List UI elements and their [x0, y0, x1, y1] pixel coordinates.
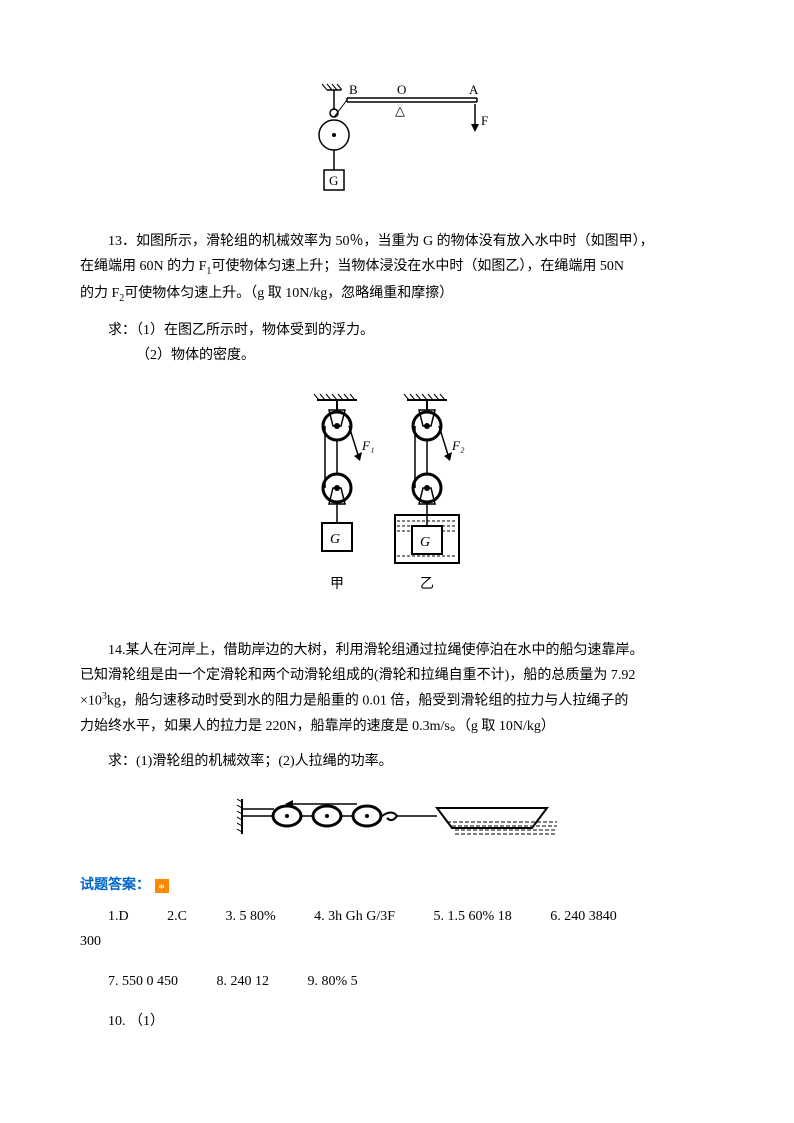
answer-line-3: 10. （1） [80, 1009, 714, 1034]
answer-line-1: 1.D 2.C 3. 5 80% 4. 3h Gh G/3F 5. 1.5 60… [80, 904, 714, 929]
ans-4: 4. 3h Gh G/3F [314, 909, 395, 924]
ans-10: 10. （1） [108, 1014, 164, 1029]
problem-13-line3: 的力 F2可使物体匀速上升。（g 取 10N/kg，忽略绳重和摩擦） [80, 281, 714, 308]
problem-14-line1: 14.某人在河岸上，借助岸边的大树，利用滑轮组通过拉绳使停泊在水中的船匀速靠岸。 [80, 638, 714, 663]
pulley-diagram-container: F₁ G 甲 F₂ G 乙 [80, 388, 714, 617]
p14-t2c: kg，船匀速移动时受到水的阻力是船重的 0.01 倍，船受到滑轮组的拉力与人拉绳… [107, 694, 629, 709]
label-B: B [349, 82, 358, 97]
ans-8: 8. 240 12 [217, 974, 270, 989]
p13-t3b: 可使物体匀速上升。（g 取 10N/kg，忽略绳重和摩擦） [124, 286, 453, 301]
label-O: O [397, 82, 406, 97]
ans-6: 6. 240 3840 [550, 909, 617, 924]
p14-t2b: ×10 [80, 694, 102, 709]
problem-14-line3: 力始终水平，如果人的拉力是 220N，船靠岸的速度是 0.3m/s。（g 取 1… [80, 714, 714, 739]
p14-t1: .某人在河岸上，借助岸边的大树，利用滑轮组通过拉绳使停泊在水中的船匀速靠岸。 [122, 643, 644, 658]
p13-num: 13 [108, 234, 122, 249]
problem-13-line2: 在绳端用 60N 的力 F1可使物体匀速上升；当物体浸没在水中时（如图乙），在绳… [80, 254, 714, 281]
label-jia: 甲 [330, 577, 344, 592]
ans-9: 9. 80% 5 [308, 974, 358, 989]
p13-q1: 求：（1）在图乙所示时，物体受到的浮力。 [80, 318, 714, 343]
p13-t1: ．如图所示，滑轮组的机械效率为 50％，当重为 G 的物体没有放入水中时（如图甲… [122, 234, 654, 249]
ans-2: 2.C [167, 909, 187, 924]
label-G2: G [420, 535, 430, 550]
pivot-symbol: △ [395, 103, 405, 118]
answer-icon [155, 879, 169, 893]
problem-14-line2: 已知滑轮组是由一个定滑轮和两个动滑轮组成的(滑轮和拉绳自重不计)，船的总质量为 … [80, 663, 714, 688]
ans-7: 7. 550 0 450 [108, 974, 178, 989]
label-F: F [481, 113, 488, 128]
p14-num: 14 [108, 643, 122, 658]
p14-t2a: 已知滑轮组是由一个定滑轮和两个动滑轮组成的(滑轮和拉绳自重不计)，船的总质量为 … [80, 668, 635, 683]
p13-q2: （2）物体的密度。 [80, 343, 714, 368]
label-F1: F₁ [361, 438, 374, 453]
boat-diagram [237, 794, 557, 844]
lever-diagram-container: B O A △ F G [80, 80, 714, 209]
label-yi: 乙 [420, 576, 434, 592]
pulley-diagram: F₁ G 甲 F₂ G 乙 [297, 388, 497, 608]
p13-t3: 的力 F [80, 286, 119, 301]
problem-13-text: 13．如图所示，滑轮组的机械效率为 50％，当重为 G 的物体没有放入水中时（如… [80, 229, 714, 254]
ans-3: 3. 5 80% [225, 909, 275, 924]
answer-header: 试题答案： [80, 873, 714, 898]
answer-header-label: 试题答案： [80, 873, 150, 898]
p13-t2: 在绳端用 60N 的力 F [80, 259, 206, 274]
label-A: A [469, 82, 479, 97]
label-F2: F₂ [451, 438, 465, 453]
ans-1: 1.D [108, 909, 129, 924]
answer-line-2: 7. 550 0 450 8. 240 12 9. 80% 5 [80, 969, 714, 994]
ans-5: 5. 1.5 60% 18 [434, 909, 512, 924]
label-G1: G [330, 532, 340, 547]
label-G: G [329, 173, 338, 188]
p14-q1: 求：(1)滑轮组的机械效率；(2)人拉绳的功率。 [80, 749, 714, 774]
problem-14-line2b: ×103kg，船匀速移动时受到水的阻力是船重的 0.01 倍，船受到滑轮组的拉力… [80, 688, 714, 714]
answer-line-1-end: 300 [80, 929, 714, 954]
p13-t2b: 可使物体匀速上升；当物体浸没在水中时（如图乙），在绳端用 50N [211, 259, 624, 274]
boat-diagram-container [80, 794, 714, 853]
lever-diagram: B O A △ F G [297, 80, 497, 200]
